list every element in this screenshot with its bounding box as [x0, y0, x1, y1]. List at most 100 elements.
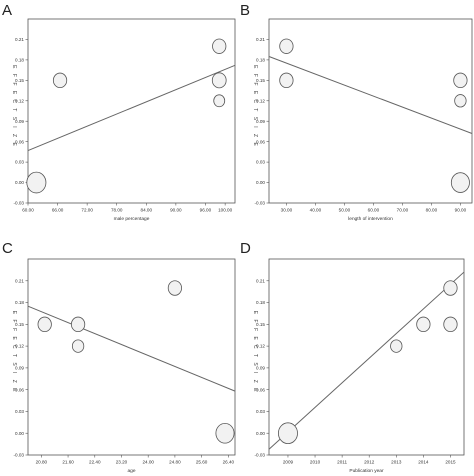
panel-b-ytick-label: 0.21 — [256, 37, 265, 42]
panel-c-xtick-label: 23.20 — [116, 460, 128, 465]
panel-b-ytick-label: 0.03 — [256, 160, 265, 165]
panel-c-letter: C — [2, 240, 13, 257]
panel-a-xtick-label: 66.00 — [52, 208, 64, 213]
panel-c-xtick-label: 25.60 — [196, 460, 208, 465]
panel-b-ylabel-letter: E — [252, 65, 258, 69]
panel-b-bubble — [450, 172, 470, 193]
panel-b-ylabel-letter: C — [252, 99, 258, 103]
panel-b-ytick-label: 0.18 — [256, 57, 265, 62]
panel-b-xtick-label: 40.00 — [310, 208, 322, 213]
panel-c-bubble — [37, 316, 52, 333]
panel-d-ylabel-letter: C — [252, 345, 258, 349]
panel-a-xtick-label: 96.00 — [200, 208, 212, 213]
panel-b-ytick-label: 0.09 — [256, 119, 265, 124]
panel-a-ylabel-letter: Z — [11, 134, 17, 137]
panel-d-points — [277, 280, 458, 445]
panel-b-xlabel: length of intervention — [348, 216, 393, 222]
panel-d-ytick-label: -0.03 — [255, 453, 266, 458]
panel-c-ylabel-letter: S — [11, 362, 17, 366]
panel-a-ytick-label: -0.03 — [14, 201, 25, 206]
panel-b-plot-area — [268, 18, 473, 204]
panel-d-letter: D — [240, 240, 251, 257]
panel-a-x-ticks: 60.00 66.00 72.00 78.00 84.00 90.00 96.00 100.0… — [22, 203, 233, 213]
panel-a-ylabel-letter: E — [11, 91, 17, 95]
panel-a-letter: A — [2, 2, 12, 19]
panel-d-ytick-label: 0.12 — [256, 344, 265, 349]
panel-b-bubble — [279, 38, 294, 54]
panel-a-ylabel-letter: F — [11, 82, 17, 85]
panel-b-xtick-label: 50.00 — [339, 208, 351, 213]
panel-d-xtick-label: 2015 — [445, 460, 456, 465]
panel-c-bubble — [215, 422, 235, 444]
panel-a-ytick-label: 0.06 — [15, 139, 24, 144]
panel-a-ylabel-letter: F — [11, 74, 17, 77]
panel-d-xtick-label: 2012 — [364, 460, 375, 465]
panel-b-ylabel-letter: T — [252, 108, 258, 111]
panel-b-ylabel-letter: E — [252, 91, 258, 95]
panel-b-bubble — [454, 94, 467, 108]
panel-d-xtick-label: 2013 — [391, 460, 402, 465]
panel-d-ylabel-letter: F — [252, 319, 258, 322]
panel-a-y-ticks: -0.03 0.00 0.03 0.06 0.09 0.12 0.15 0.18 0.21 — [14, 37, 28, 206]
panel-d-ylabel-letter: T — [252, 354, 258, 357]
panel-c-ylabel-letter: E — [11, 337, 17, 341]
panel-b-ytick-label: 0.00 — [256, 180, 265, 185]
panel-a-ylabel-letter: S — [11, 117, 17, 121]
panel-a-xlabel: male percentage — [114, 216, 150, 222]
panel-a-ylabel-letter: E — [11, 143, 17, 147]
panel-d-ylabel-letter: E — [252, 311, 258, 315]
panel-b-ytick-label: 0.12 — [256, 98, 265, 103]
panel-b-xtick-label: 90.00 — [455, 208, 467, 213]
panel-b-ylabel-letter: S — [252, 117, 258, 121]
panel-d-bubble — [443, 316, 458, 333]
panel-c-ylabel-letter: T — [11, 354, 17, 357]
panel-a-ytick-label: 0.03 — [15, 160, 24, 165]
panel-c-points — [37, 280, 235, 444]
panel-a-xtick-label: 90.00 — [170, 208, 182, 213]
panel-a-ytick-label: 0.15 — [15, 78, 24, 83]
panel-c-ylabel-letter: E — [11, 388, 17, 392]
panel-c-ytick-label: 0.18 — [15, 300, 24, 305]
panel-a-bubble — [52, 72, 68, 89]
panel-d-ylabel-letter: Z — [252, 380, 258, 383]
panel-b-y-ticks: -0.03 0.00 0.03 0.06 0.09 0.12 0.15 0.18 0.21 — [255, 37, 269, 206]
panel-c-ytick-label: 0.09 — [15, 365, 24, 370]
panel-b-ylabel-letter: F — [252, 74, 258, 77]
panel-d-ylabel-letter: F — [252, 328, 258, 331]
panel-d-y-ticks: -0.03 0.00 0.03 0.06 0.09 0.12 0.15 0.18 0.21 — [255, 278, 269, 458]
panel-c-xlabel: age — [127, 469, 135, 474]
panel-d-ytick-label: 0.21 — [256, 278, 265, 283]
panel-b-xtick-label: 70.00 — [397, 208, 409, 213]
panel-d-ylabel-letter: E — [252, 388, 258, 392]
panel-c-ylabel-letter: Z — [11, 380, 17, 383]
panel-a-bubble — [26, 171, 47, 194]
panel-c-bubble — [71, 339, 85, 353]
panel-b-bubble — [453, 72, 468, 89]
panel-a-ytick-label: 0.18 — [15, 57, 24, 62]
panel-c-ytick-label: 0.12 — [15, 344, 24, 349]
panel-b-ylabel-letter: Z — [252, 134, 258, 137]
panel-a-ytick-label: 0.12 — [15, 98, 24, 103]
panel-d-ytick-label: 0.18 — [256, 300, 265, 305]
panel-c-ytick-label: 0.21 — [15, 278, 24, 283]
panel-d-regression-line — [268, 271, 465, 450]
panel-b-ylabel-letter: F — [252, 82, 258, 85]
panel-c-ytick-label: -0.03 — [14, 453, 25, 458]
panel-b-xtick-label: 80.00 — [426, 208, 438, 213]
panel-d-bubble — [277, 422, 298, 445]
panel-b-ytick-label: 0.06 — [256, 139, 265, 144]
panel-a-ylabel-letter: T — [11, 108, 17, 111]
panel-a-regression-line — [27, 64, 236, 151]
panel-c-xtick-label: 24.00 — [142, 460, 154, 465]
panel-b-ytick-label: 0.15 — [256, 78, 265, 83]
panel-a-ytick-label: 0.21 — [15, 37, 24, 42]
panel-c-x-ticks: 20.80 21.60 22.40 23.20 24.00 24.80 25.60 26.40 — [36, 455, 235, 465]
panel-d-xtick-label: 2009 — [283, 460, 294, 465]
